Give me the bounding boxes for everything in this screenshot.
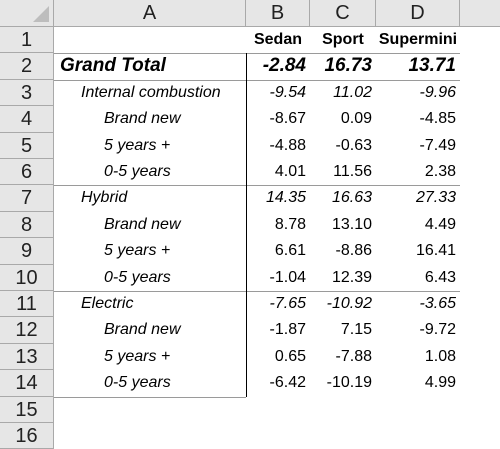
table-bottom-line <box>54 396 246 398</box>
column-header-filler <box>460 0 500 27</box>
row-header-14[interactable]: 14 <box>0 370 54 397</box>
item-label[interactable]: 0-5 years <box>104 268 171 286</box>
row-header-13[interactable]: 13 <box>0 343 54 371</box>
item-supermini[interactable]: 4.99 <box>424 374 456 392</box>
column-header-b[interactable]: B <box>246 0 310 27</box>
item-supermini[interactable]: -7.49 <box>419 136 456 154</box>
item-label[interactable]: 0-5 years <box>104 374 171 392</box>
item-supermini[interactable]: 16.41 <box>415 242 456 260</box>
row-header-12[interactable]: 12 <box>0 317 54 344</box>
row-header-9[interactable]: 9 <box>0 238 54 265</box>
item-sedan[interactable]: -1.04 <box>269 268 306 286</box>
row-header-10[interactable]: 10 <box>0 264 54 291</box>
row-header-6[interactable]: 6 <box>0 159 54 186</box>
item-sedan[interactable]: 4.01 <box>274 163 306 180</box>
item-label[interactable]: Brand new <box>104 110 181 128</box>
select-all-corner[interactable] <box>0 0 54 27</box>
column-header-d[interactable]: D <box>376 0 460 27</box>
item-supermini[interactable]: 2.38 <box>424 163 456 180</box>
item-sedan[interactable]: -4.88 <box>269 136 306 154</box>
group-sport[interactable]: 11.02 <box>333 83 372 101</box>
item-sedan[interactable]: -8.67 <box>269 110 306 128</box>
group-sedan[interactable]: -9.54 <box>269 83 306 101</box>
column-header-a[interactable]: A <box>54 0 246 27</box>
item-sport[interactable]: -7.88 <box>335 347 372 365</box>
grand-total-sedan[interactable]: -2.84 <box>262 55 306 77</box>
item-label[interactable]: 0-5 years <box>104 163 171 180</box>
group-sedan[interactable]: -7.65 <box>269 295 306 312</box>
item-sport[interactable]: -8.86 <box>335 242 372 260</box>
row-header-1[interactable]: 1 <box>0 27 54 54</box>
item-sedan[interactable]: 6.61 <box>274 242 306 260</box>
header-supermini[interactable]: Supermini <box>378 31 458 48</box>
row-header-15[interactable]: 15 <box>0 396 54 423</box>
group-separator <box>54 291 460 292</box>
row-header-16[interactable]: 16 <box>0 423 54 449</box>
item-label[interactable]: Brand new <box>104 321 181 339</box>
group-label[interactable]: Internal combustion <box>81 83 221 101</box>
group-label[interactable]: Hybrid <box>81 189 128 207</box>
item-supermini[interactable]: 6.43 <box>424 268 456 286</box>
row-separator <box>54 53 460 55</box>
group-sport[interactable]: 16.63 <box>331 189 372 207</box>
item-sedan[interactable]: -6.42 <box>269 374 306 392</box>
row-header-4[interactable]: 4 <box>0 106 54 133</box>
group-supermini[interactable]: -3.65 <box>419 295 456 312</box>
item-label[interactable]: Brand new <box>104 215 181 233</box>
row-header-11[interactable]: 11 <box>0 291 54 318</box>
select-all-triangle-icon <box>33 6 49 22</box>
grand-total-sport[interactable]: 16.73 <box>324 55 372 77</box>
row-header-5[interactable]: 5 <box>0 132 54 159</box>
item-label[interactable]: 5 years + <box>104 347 171 365</box>
item-label[interactable]: 5 years + <box>104 136 171 154</box>
item-sport[interactable]: 0.09 <box>340 110 372 128</box>
item-sport[interactable]: -10.19 <box>326 374 372 392</box>
item-sedan[interactable]: -1.87 <box>269 321 306 339</box>
item-sport[interactable]: 11.56 <box>333 163 372 180</box>
pivot-divider <box>246 53 247 397</box>
item-supermini[interactable]: -4.85 <box>419 110 456 128</box>
item-sport[interactable]: 7.15 <box>340 321 372 339</box>
row-header-3[interactable]: 3 <box>0 79 54 107</box>
item-sport[interactable]: 13.10 <box>331 215 372 233</box>
item-sedan[interactable]: 8.78 <box>274 215 306 233</box>
item-supermini[interactable]: 4.49 <box>424 215 456 233</box>
grand-total-label[interactable]: Grand Total <box>60 55 166 77</box>
item-sedan[interactable]: 0.65 <box>274 347 306 365</box>
item-sport[interactable]: 12.39 <box>331 268 372 286</box>
group-label[interactable]: Electric <box>81 295 134 312</box>
row-header-8[interactable]: 8 <box>0 211 54 239</box>
item-supermini[interactable]: -9.72 <box>419 321 456 339</box>
header-sedan[interactable]: Sedan <box>253 31 302 48</box>
row-separator <box>54 79 460 81</box>
row-header-2[interactable]: 2 <box>0 53 54 80</box>
item-supermini[interactable]: 1.08 <box>424 347 456 365</box>
header-sport[interactable]: Sport <box>322 31 364 48</box>
grand-total-supermini[interactable]: 13.71 <box>408 55 456 77</box>
item-sport[interactable]: -0.63 <box>335 136 372 154</box>
group-supermini[interactable]: -9.96 <box>419 83 456 101</box>
group-sedan[interactable]: 14.35 <box>265 189 306 207</box>
row-header-7[interactable]: 7 <box>0 185 54 212</box>
group-separator <box>54 185 460 187</box>
group-supermini[interactable]: 27.33 <box>415 189 456 207</box>
group-sport[interactable]: -10.92 <box>326 295 372 312</box>
column-header-c[interactable]: C <box>310 0 376 27</box>
item-label[interactable]: 5 years + <box>104 242 171 260</box>
